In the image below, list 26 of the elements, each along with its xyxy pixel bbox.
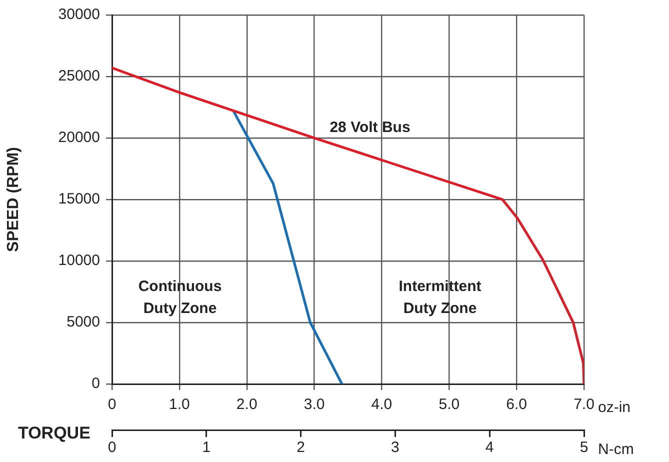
y-tick-label: 0 xyxy=(92,375,100,392)
y-tick-label: 15000 xyxy=(58,190,100,208)
x-tick-label: 3.0 xyxy=(304,396,325,414)
x2-tick-label: 3 xyxy=(391,439,400,456)
x2-tick-label: 0 xyxy=(108,439,116,456)
x2-tick-label: 2 xyxy=(296,439,305,456)
x-tick-label: 6.0 xyxy=(506,396,527,414)
x-tick-label: 4.0 xyxy=(371,396,392,414)
y-tick-label: 30000 xyxy=(58,6,100,24)
x-tick-label: 7.0 xyxy=(574,396,594,414)
x2-tick-label: 5 xyxy=(580,439,588,456)
x2-tick-label: 4 xyxy=(485,439,494,456)
x-axis-title: oz-in xyxy=(598,399,631,416)
x-tick-label: 1.0 xyxy=(169,396,190,414)
x-tick-label: 2.0 xyxy=(236,396,258,414)
x-tick-label: 0 xyxy=(108,396,116,414)
annotation: 28 Volt Bus xyxy=(330,119,410,136)
y-tick-label: 20000 xyxy=(58,129,100,146)
y-tick-label: 5000 xyxy=(66,314,100,331)
text: TORQUE xyxy=(18,424,90,443)
y-axis-title: SPEED (RPM) xyxy=(5,147,22,252)
x-tick-label: 5.0 xyxy=(438,396,460,414)
y-tick-label: 10000 xyxy=(58,252,100,270)
y-tick-label: 25000 xyxy=(58,68,100,85)
x2-axis-title: N-cm xyxy=(598,441,634,458)
x2-tick-label: 1 xyxy=(202,439,211,456)
